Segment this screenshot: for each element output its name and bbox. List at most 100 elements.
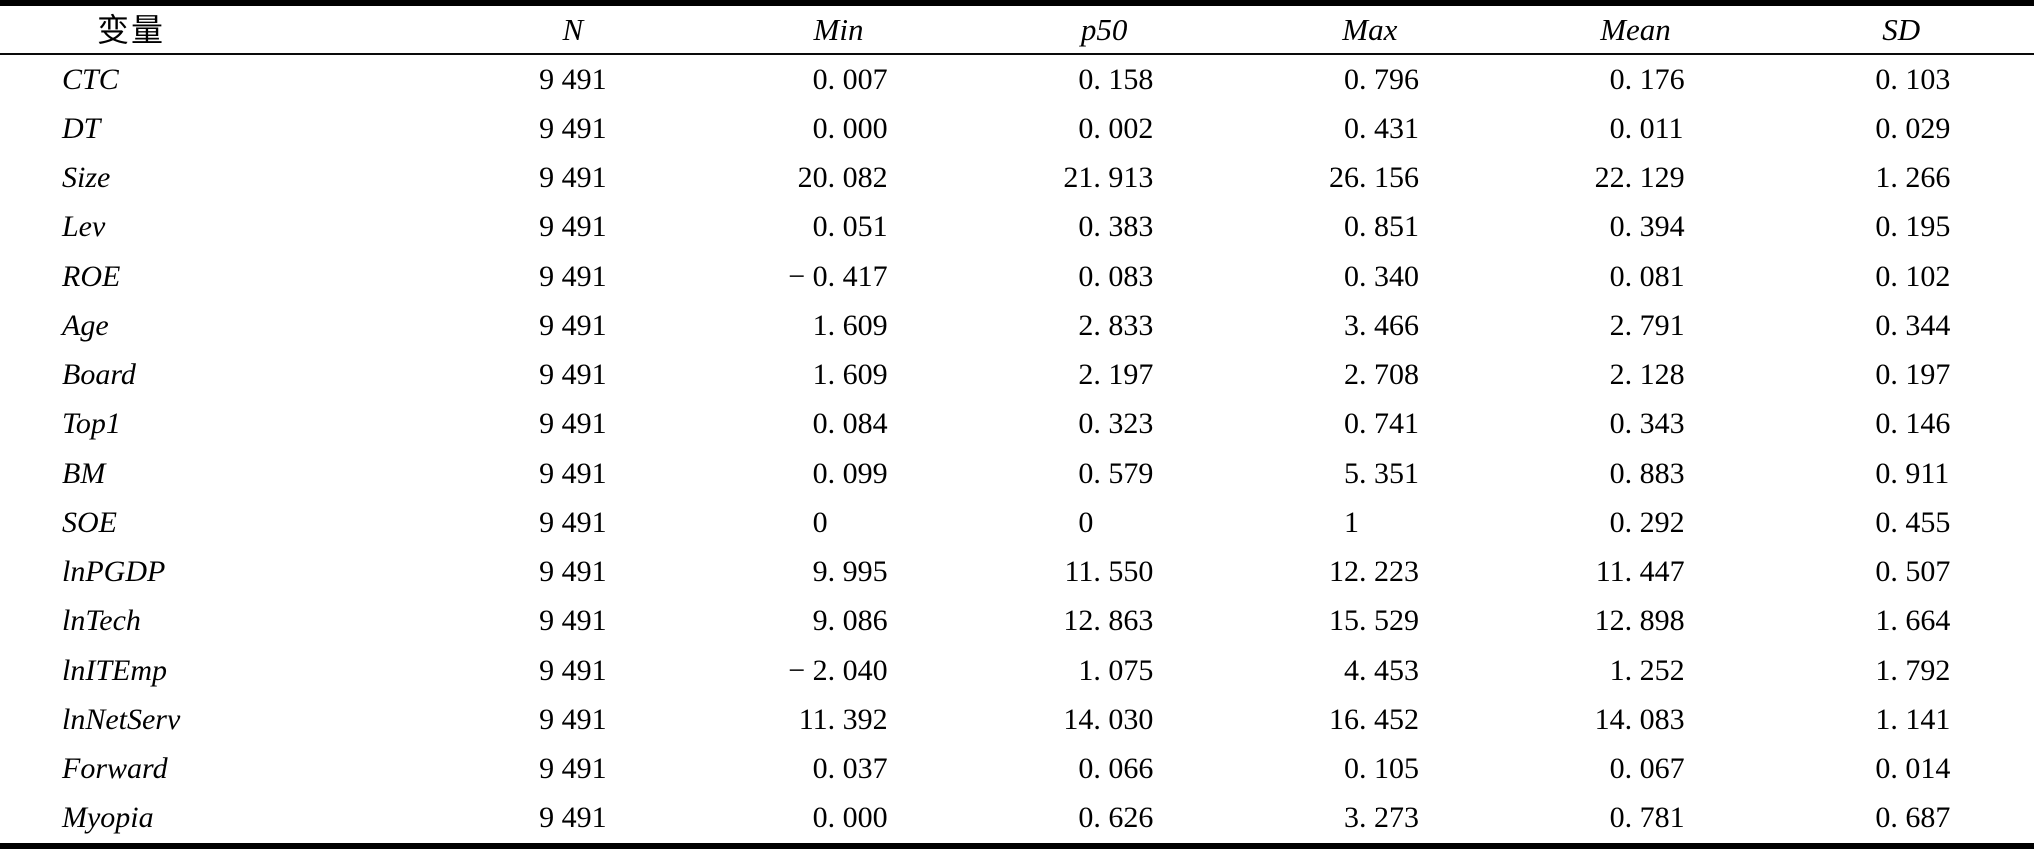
stat-value-max: 12. 223 [1237,557,1503,587]
variable-name: SOE [62,505,117,539]
stat-value-integer-part: 0 [1609,259,1625,293]
stat-value-p50: 0. 066 [971,754,1237,784]
stat-value-integer-part: 0 [1078,259,1094,293]
observation-count: 9 491 [539,161,607,195]
variable-name: Size [62,161,111,195]
stat-value-p50: 0 [971,507,1237,538]
stat-value-min: 0. 084 [706,409,972,439]
stat-value-integer-part: 0 [1875,456,1891,490]
observation-count: 9 491 [539,407,607,441]
stat-value-min: − 0. 417 [706,261,972,292]
stat-value-integer-part: 21 [1063,161,1094,195]
stat-value-integer-part: 12 [1328,555,1359,589]
stat-value-sd: 1. 792 [1768,653,2034,687]
variable-name: Top1 [62,407,121,441]
stat-value-mean: 0. 176 [1503,64,1769,95]
stat-value-fraction-part: . 086 [827,604,888,638]
stat-value-fraction-part: . 453 [1358,653,1419,687]
stat-value-integer-part: 0 [812,752,828,786]
stat-value-fraction-part: . 051 [827,210,888,244]
stat-value-integer-part: 0 [1875,801,1891,835]
stat-value-fraction-part: . 082 [827,161,888,195]
table-row: CTC 9 491 0. 007 0. 158 0. 796 0. 176 0. 103 [0,55,2034,104]
stat-value-fraction-part: . 344 [1890,308,1951,342]
stat-value-sd: 0. 014 [1768,754,2034,784]
table-row: lnPGDP 9 491 9. 995 11. 550 12. 223 11. 447 0.… [0,548,2034,597]
observation-count: 9 491 [539,752,607,786]
stat-value-sd: 0. 507 [1768,557,2034,587]
table-header-row: 变量 N Min p50 Max Mean SD [0,6,2034,55]
stat-value-p50: 21. 913 [971,163,1237,193]
stat-value-fraction-part: . 083 [1093,259,1154,293]
stat-value-integer-part: 9 [812,604,828,638]
stat-value-fraction-part: . 030 [1093,702,1154,736]
stat-value-integer-part: 1 [1875,702,1891,736]
stat-value-fraction-part: . 197 [1093,358,1154,392]
stat-value-integer-part: 3 [1343,308,1359,342]
stat-value-mean: 0. 883 [1503,456,1769,490]
variable-name: BM [62,456,106,490]
stat-value-mean: 0. 343 [1503,409,1769,439]
column-header-max: Max [1342,12,1398,47]
stat-value-integer-part: 1 [1609,653,1625,687]
stat-value-integer-part: 0 [1343,210,1359,244]
stat-value-fraction-part: . 066 [1093,752,1154,786]
stat-value-fraction-part: . 383 [1093,210,1154,244]
stat-value-integer-part: 15 [1328,604,1359,638]
stat-value-sd: 1. 664 [1768,606,2034,636]
table-row: Size 9 491 20. 082 21. 913 26. 156 22. 129 1. … [0,154,2034,203]
stat-value-integer-part: 0 [1343,259,1359,293]
stat-value-fraction-part: . 141 [1890,702,1951,736]
stat-value-fraction-part: . 792 [1890,653,1951,687]
stat-value-p50: 1. 075 [971,655,1237,686]
stat-value-fraction-part: . 067 [1624,752,1685,786]
stat-value-integer-part: 0 [812,62,828,96]
stat-value-fraction-part: . 146 [1890,407,1951,441]
stat-value-fraction-part: . 898 [1624,604,1685,638]
stat-value-sd: 0. 029 [1768,113,2034,144]
stat-value-integer-part: 16 [1328,702,1359,736]
column-header-n: N [562,12,584,47]
variable-name: lnTech [62,604,141,638]
stat-value-integer-part: 14 [1594,702,1625,736]
stat-value-min: 0. 007 [706,62,972,96]
stat-value-min: 0. 000 [706,803,972,833]
stat-value-integer-part: 11 [1064,555,1094,589]
stat-value-integer-part: − 2 [788,653,828,687]
stat-value-mean: 0. 394 [1503,212,1769,242]
table-row: SOE 9 491 0 0 1 0. 292 0. 455 [0,498,2034,547]
stat-value-max: 26. 156 [1237,163,1503,193]
stat-value-integer-part: 0 [1343,752,1359,786]
stat-value-fraction-part: . 455 [1890,505,1951,539]
stat-value-integer-part: 1 [1875,604,1891,638]
stat-value-integer-part: 1 [1343,505,1359,539]
stat-value-integer-part: 0 [1609,210,1625,244]
stat-value-p50: 14. 030 [971,702,1237,736]
stat-value-max: 2. 708 [1237,360,1503,390]
stat-value-integer-part: 0 [1875,407,1891,441]
stat-value-integer-part: 0 [1875,505,1891,539]
stat-value-integer-part: 0 [1875,210,1891,244]
stat-value-fraction-part: . 197 [1890,358,1951,392]
stat-value-integer-part: 1 [812,358,828,392]
stat-value-max: 0. 851 [1237,212,1503,242]
observation-count: 9 491 [539,505,607,539]
stat-value-fraction-part: . 883 [1624,456,1685,490]
stat-value-fraction-part: . 292 [1624,505,1685,539]
stat-value-fraction-part: . 156 [1358,161,1419,195]
stat-value-fraction-part: . 911 [1890,456,1950,490]
stat-value-max: 15. 529 [1237,606,1503,636]
observation-count: 9 491 [539,456,607,490]
stat-value-fraction-part: . 466 [1358,308,1419,342]
table-row: Age 9 491 1. 609 2. 833 3. 466 2. 791 0. 344 [0,301,2034,350]
stat-value-mean: 11. 447 [1503,557,1769,587]
stat-value-integer-part: 0 [1078,62,1094,96]
stat-value-fraction-part: . 609 [827,358,888,392]
stat-value-integer-part: 0 [1875,752,1891,786]
stat-value-fraction-part: . 995 [827,555,888,589]
variable-name: Forward [62,752,168,786]
stat-value-max: 4. 453 [1237,653,1503,687]
stat-value-p50: 2. 833 [971,310,1237,341]
stat-value-fraction-part: . 447 [1624,555,1685,589]
